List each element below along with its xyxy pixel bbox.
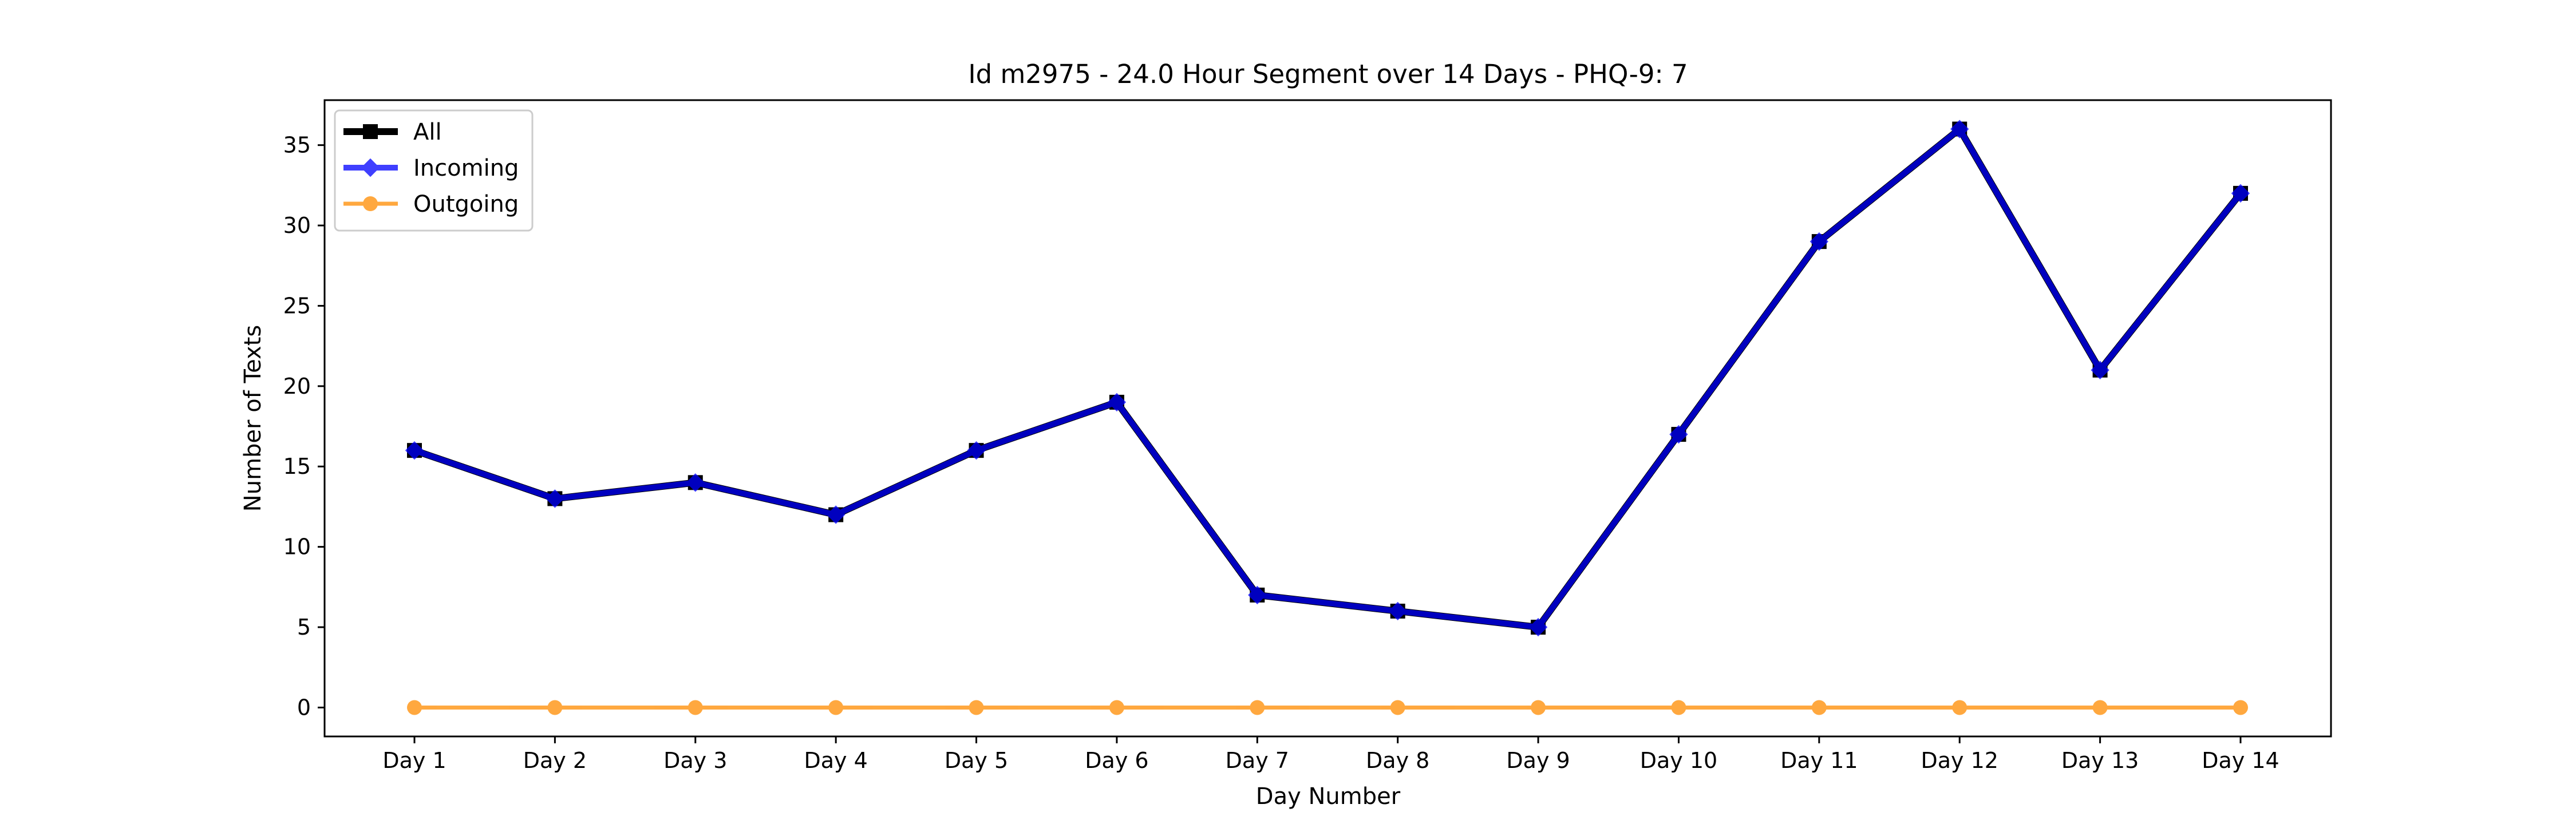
data-point [828,700,844,715]
x-tick-label: Day 13 [2061,748,2139,773]
x-tick-label: Day 11 [1780,748,1858,773]
y-tick-label: 25 [283,293,311,318]
data-point [1952,700,1967,715]
data-point [407,700,422,715]
data-point [547,700,563,715]
y-tick-label: 35 [283,133,311,158]
legend-label: All [413,119,442,145]
data-point [1811,700,1827,715]
legend-item [343,196,398,211]
series-line [413,126,2243,631]
y-tick-label: 20 [283,374,311,399]
x-tick-label: Day 10 [1640,748,1717,773]
data-point [686,473,705,492]
series-incoming [405,120,2250,637]
legend: All Incoming Outgoing [334,109,534,232]
legend-marker [361,158,380,177]
data-point [2092,700,2108,715]
x-tick-label: Day 6 [1085,748,1148,773]
data-point [2091,360,2109,379]
series-line [413,125,2243,631]
legend-item [343,158,398,177]
data-point [2231,184,2250,203]
y-tick-label: 10 [283,534,311,560]
legend-marker [363,124,378,139]
x-tick-label: Day 2 [523,748,587,773]
plot-area [323,99,2332,738]
data-point [826,505,846,524]
data-point [1528,617,1548,637]
x-tick-label: Day 12 [1921,748,1998,773]
series-layer [405,120,2250,715]
data-point [688,700,703,715]
data-point [2233,700,2248,715]
x-tick-label: Day 3 [663,748,727,773]
data-point [1531,700,1546,715]
legend-box [334,109,534,232]
data-point [1107,393,1127,412]
x-tick-label: Day 4 [804,748,868,773]
data-point [967,441,986,460]
y-axis: 0 5 10 15 20 25 30 35 [283,133,325,720]
series-outgoing [407,700,2248,715]
chart-title: Id m2975 - 24.0 Hour Segment over 14 Day… [968,59,1688,89]
x-tick-label: Day 1 [382,748,446,773]
data-point [1248,585,1267,605]
legend-label: Incoming [413,155,519,181]
legend-label: Outgoing [413,191,519,217]
data-point [1669,425,1688,444]
data-point [1388,601,1407,621]
data-point [1950,120,1969,138]
data-point [1671,700,1686,715]
data-point [546,489,564,508]
x-tick-label: Day 9 [1506,748,1570,773]
legend-item [343,124,398,139]
y-tick-label: 5 [297,615,311,640]
x-axis: Day 1 Day 2 Day 3 Day 4 Day 5 Day 6 Day 7 Day 8… [382,736,2279,773]
data-point [1109,700,1124,715]
y-tick-label: 30 [283,213,311,238]
y-tick-label: 15 [283,454,311,479]
data-point [405,441,424,460]
x-tick-label: Day 8 [1366,748,1429,773]
data-point [969,700,984,715]
y-tick-label: 0 [297,695,311,720]
x-tick-label: Day 5 [945,748,1008,773]
x-tick-label: Day 14 [2202,748,2279,773]
data-point [1390,700,1405,715]
legend-marker [363,196,378,211]
x-axis-label: Day Number [1256,783,1401,810]
x-tick-label: Day 7 [1226,748,1289,773]
y-axis-label: Number of Texts [240,325,266,512]
series-all [407,121,2248,635]
data-point [1250,700,1265,715]
data-point [1809,232,1829,251]
